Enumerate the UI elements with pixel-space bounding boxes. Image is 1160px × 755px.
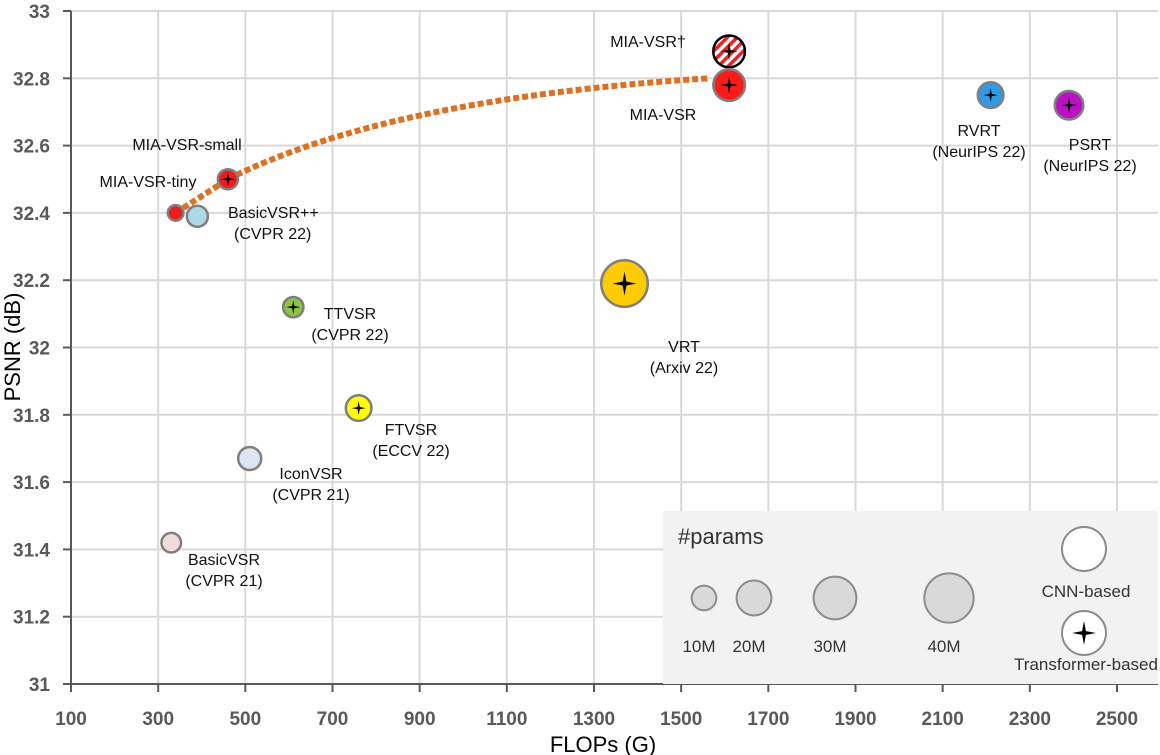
bubble <box>160 531 183 554</box>
y-tick-label: 32.6 <box>13 137 50 158</box>
point-labels: MIA-VSR† MIA-VSR RVRT (NeurIPS 22) PSRT (Neur… <box>100 34 1137 590</box>
point-venue-label: (NeurIPS 22) <box>932 144 1025 161</box>
legend-size-bubble <box>735 579 773 617</box>
point-basicvsr <box>185 204 210 229</box>
y-tick-label: 33 <box>29 2 50 23</box>
point-label: RVRT <box>958 123 1001 140</box>
legend-size-bubble <box>923 572 975 624</box>
point-mia-vsr <box>712 34 747 69</box>
x-tick-label: 1100 <box>486 709 527 730</box>
x-tick-label: 2300 <box>1009 709 1051 730</box>
x-tick-label: 1700 <box>747 709 789 730</box>
legend-size-bubble <box>690 584 718 612</box>
frontier-line <box>173 75 710 216</box>
legend: #params 10M 20M 30M 40M CNN-based Transformer-… <box>663 511 1158 684</box>
bubble <box>236 445 263 472</box>
transformer-star-icon <box>720 76 738 94</box>
point-ttvsr <box>281 295 305 319</box>
y-tick-label: 32.4 <box>13 204 50 225</box>
x-tick-label: 500 <box>229 709 261 730</box>
x-tick-label: 300 <box>142 709 174 730</box>
legend-type-label: CNN-based <box>1042 582 1131 601</box>
legend-size-label: 30M <box>813 637 846 656</box>
legend-type-label: Transformer-based <box>1014 655 1158 674</box>
point-basicvsr <box>160 531 183 554</box>
x-tick-label: 1500 <box>660 709 702 730</box>
point-venue-label: (Arxiv 22) <box>650 360 718 377</box>
point-venue-label: (CVPR 21) <box>185 573 262 590</box>
x-tick-label: 1900 <box>834 709 876 730</box>
axes: 100 300 500 700 900 1100 1300 1500 1700 1900 2100 2… <box>13 2 1158 730</box>
legend-type-bubble <box>1061 526 1107 572</box>
legend-title: #params <box>678 524 764 549</box>
point-iconvsr <box>236 445 263 472</box>
transformer-star-icon <box>612 271 637 296</box>
transformer-star-icon <box>286 300 301 315</box>
point-label: MIA-VSR† <box>610 34 686 51</box>
point-venue-label: (NeurIPS 22) <box>1043 158 1136 175</box>
y-tick-label: 32.2 <box>13 271 50 292</box>
legend-size-label: 10M <box>682 637 715 656</box>
point-mia-vsr-tiny <box>166 203 185 222</box>
point-label: TTVSR <box>324 306 376 323</box>
point-psrt <box>1053 89 1085 121</box>
point-venue-label: (CVPR 22) <box>311 327 388 344</box>
transformer-star-icon <box>1061 97 1077 114</box>
point-label: VRT <box>668 339 700 356</box>
data-points <box>160 34 1085 554</box>
transformer-star-icon <box>220 172 235 187</box>
y-tick-label: 31.2 <box>13 608 50 629</box>
transformer-star-icon <box>720 42 738 61</box>
x-tick-label: 900 <box>404 709 436 730</box>
y-tick-label: 32.8 <box>13 69 50 90</box>
point-label: FTVSR <box>385 422 437 439</box>
y-tick-label: 31 <box>29 675 51 696</box>
x-tick-label: 100 <box>55 709 87 730</box>
point-ftvsr <box>344 394 373 423</box>
point-rvrt <box>976 81 1005 110</box>
point-label: MIA-VSR-small <box>132 137 241 154</box>
point-venue-label: (CVPR 21) <box>272 487 349 504</box>
point-mia-vsr-small <box>216 167 240 191</box>
transformer-star-icon <box>983 88 998 103</box>
x-tick-label: 2100 <box>922 709 964 730</box>
y-tick-label: 31.6 <box>13 473 50 494</box>
y-tick-label: 31.8 <box>13 406 50 427</box>
point-label: BasicVSR <box>188 552 260 569</box>
point-label: MIA-VSR <box>630 107 697 124</box>
legend-size-label: 40M <box>927 637 960 656</box>
point-label: BasicVSR++ <box>228 205 319 222</box>
y-axis-title: PSNR (dB) <box>0 293 25 402</box>
point-vrt <box>599 259 650 309</box>
point-label: MIA-VSR-tiny <box>100 174 197 191</box>
legend-star-icon <box>1072 621 1096 645</box>
y-tick-label: 32 <box>29 339 50 360</box>
point-label: IconVSR <box>279 466 342 483</box>
legend-size-bubble <box>812 575 858 621</box>
x-tick-label: 1300 <box>573 709 615 730</box>
x-tick-label: 700 <box>317 709 349 730</box>
bubble <box>166 203 185 222</box>
point-label: PSRT <box>1069 137 1112 154</box>
transformer-star-icon <box>351 401 366 416</box>
bubble <box>185 204 210 229</box>
legend-size-label: 20M <box>732 637 765 656</box>
point-venue-label: (ECCV 22) <box>372 443 449 460</box>
y-tick-label: 31.4 <box>13 540 50 561</box>
point-venue-label: (CVPR 22) <box>234 226 311 243</box>
frontier-curve <box>173 75 710 216</box>
x-tick-label: 2500 <box>1096 709 1138 730</box>
x-axis-title: FLOPs (G) <box>550 732 656 755</box>
point-mia-vsr <box>712 67 747 103</box>
